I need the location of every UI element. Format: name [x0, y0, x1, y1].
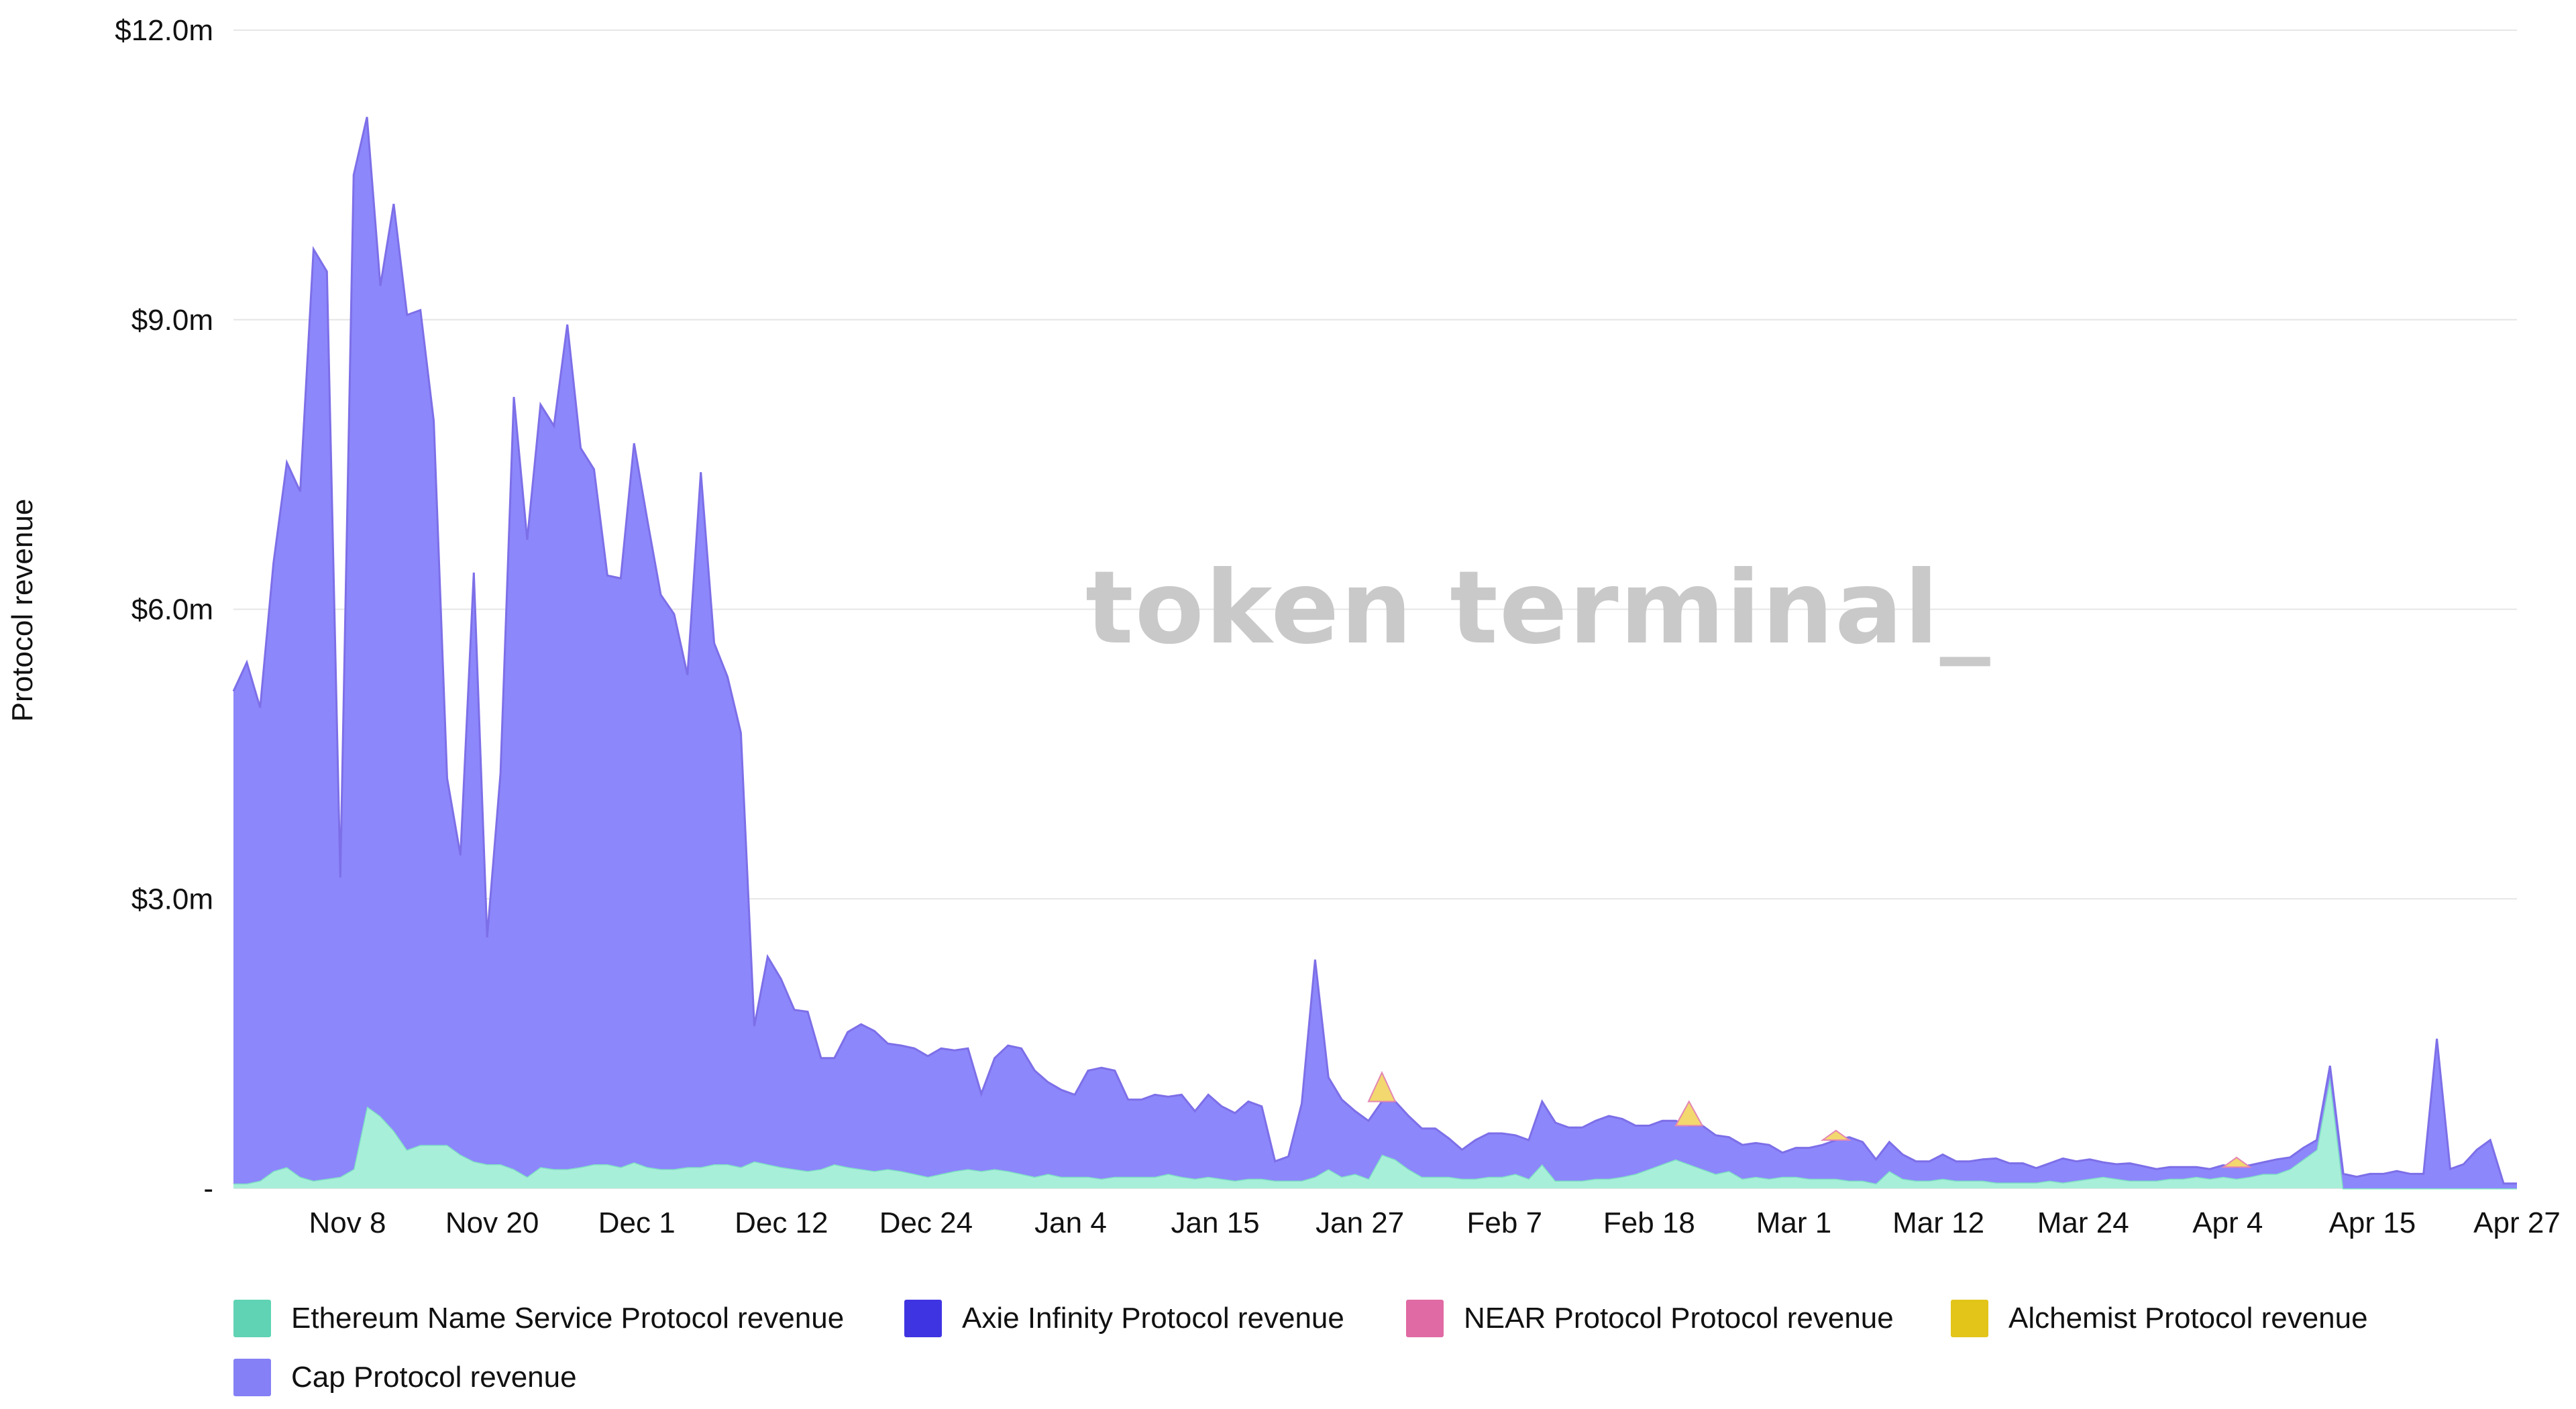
- legend-label: Ethereum Name Service Protocol revenue: [291, 1302, 845, 1335]
- cap-area: [233, 117, 2517, 1188]
- x-tick-label: Mar 1: [1756, 1206, 1831, 1239]
- y-tick-label: $3.0m: [131, 883, 213, 915]
- legend-swatch: [233, 1359, 271, 1396]
- legend-swatch: [233, 1300, 271, 1337]
- x-tick-label: Jan 4: [1034, 1206, 1107, 1239]
- x-tick-label: Dec 24: [879, 1206, 973, 1239]
- alchemist-spike: [2221, 1156, 2252, 1168]
- x-tick-label: Jan 27: [1316, 1206, 1404, 1239]
- legend-item[interactable]: Alchemist Protocol revenue: [1951, 1300, 2368, 1337]
- legend-label: NEAR Protocol Protocol revenue: [1464, 1302, 1894, 1335]
- legend-label: Axie Infinity Protocol revenue: [962, 1302, 1344, 1335]
- x-tick-label: Jan 15: [1171, 1206, 1260, 1239]
- y-tick-label: $9.0m: [131, 304, 213, 337]
- x-tick-label: Apr 27: [2473, 1206, 2561, 1239]
- cap-area-edge: [232, 117, 2517, 1185]
- x-tick-label: Mar 24: [2037, 1206, 2129, 1239]
- x-tick-label: Dec 12: [735, 1206, 828, 1239]
- y-tick-label: $12.0m: [115, 14, 213, 47]
- legend-item[interactable]: Axie Infinity Protocol revenue: [904, 1300, 1344, 1337]
- alchemist-spike: [1820, 1129, 1851, 1141]
- legend-item[interactable]: NEAR Protocol Protocol revenue: [1406, 1300, 1894, 1337]
- legend-swatch: [904, 1300, 942, 1337]
- legend-swatch: [1951, 1300, 1988, 1337]
- x-tick-label: Mar 12: [1892, 1206, 1984, 1239]
- legend-label: Alchemist Protocol revenue: [2008, 1302, 2368, 1335]
- legend-item[interactable]: Cap Protocol revenue: [233, 1359, 577, 1396]
- ens-area: [233, 1077, 2517, 1188]
- area-chart: - $3.0m $6.0m $9.0m $12.0m Nov 8 Nov 20 Dec 1 D…: [6, 14, 2561, 1239]
- legend-item[interactable]: Ethereum Name Service Protocol revenue: [233, 1300, 844, 1337]
- legend-label: Cap Protocol revenue: [291, 1361, 577, 1394]
- watermark: token terminal_: [1085, 550, 1992, 667]
- legend-swatch: [1406, 1300, 1444, 1337]
- alchemist-spike: [1674, 1100, 1704, 1127]
- x-tick-label: Apr 4: [2192, 1206, 2263, 1239]
- y-tick-label: $6.0m: [131, 594, 213, 626]
- x-tick-label: Apr 15: [2329, 1206, 2416, 1239]
- x-tick-label: Feb 18: [1603, 1206, 1695, 1239]
- x-tick-label: Dec 1: [598, 1206, 676, 1239]
- x-tick-label: Nov 8: [309, 1206, 386, 1239]
- alchemist-spike: [1367, 1070, 1397, 1103]
- y-axis-label: Protocol revenue: [6, 499, 39, 722]
- x-tick-label: Feb 7: [1467, 1206, 1543, 1239]
- y-tick-label: -: [203, 1172, 213, 1205]
- chart: - $3.0m $6.0m $9.0m $12.0m Nov 8 Nov 20 Dec 1 D…: [6, 14, 2561, 1239]
- x-tick-label: Nov 20: [445, 1206, 539, 1239]
